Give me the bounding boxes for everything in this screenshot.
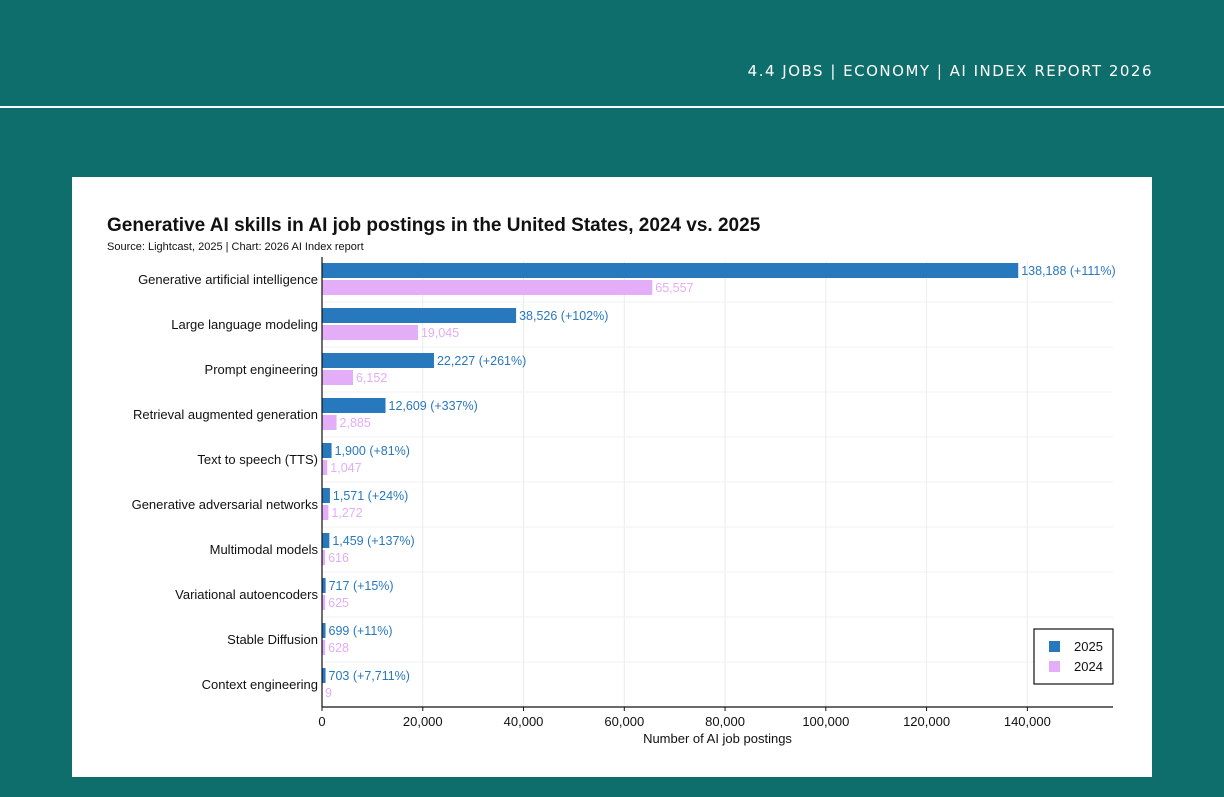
category-label: Text to speech (TTS): [197, 452, 318, 467]
category-label: Prompt engineering: [205, 362, 318, 377]
data-label-2025: 1,900 (+81%): [335, 444, 410, 458]
x-tick-label: 100,000: [802, 714, 849, 729]
data-label-2025: 1,571 (+24%): [333, 489, 408, 503]
bar-2024: [322, 640, 326, 655]
data-label-2024: 65,557: [655, 281, 693, 295]
chart-card: Generative AI skills in AI job postings …: [72, 177, 1152, 777]
bar-2024: [322, 550, 326, 565]
data-label-2024: 625: [328, 596, 349, 610]
data-label-2024: 1,272: [331, 506, 362, 520]
data-label-2024: 1,047: [330, 461, 361, 475]
report-breadcrumb: 4.4 JOBS | ECONOMY | AI INDEX REPORT 202…: [747, 62, 1153, 80]
category-label: Generative adversarial networks: [132, 497, 319, 512]
bar-2025: [322, 533, 330, 548]
category-label: Generative artificial intelligence: [138, 272, 318, 287]
legend-label: 2024: [1074, 659, 1103, 674]
category-label: Large language modeling: [171, 317, 318, 332]
category-label: Retrieval augmented generation: [133, 407, 318, 422]
data-label-2024: 2,885: [340, 416, 371, 430]
bar-2025: [322, 308, 517, 323]
data-label-2025: 138,188 (+111%): [1021, 264, 1115, 278]
bar-2024: [322, 280, 653, 295]
x-axis-label: Number of AI job postings: [643, 731, 792, 746]
bar-2025: [322, 488, 330, 503]
bar-2024: [322, 595, 326, 610]
bar-2024: [322, 505, 329, 520]
legend-swatch: [1049, 661, 1060, 672]
x-tick-label: 60,000: [604, 714, 644, 729]
x-tick-label: 140,000: [1004, 714, 1051, 729]
x-tick-label: 20,000: [403, 714, 443, 729]
x-tick-label: 120,000: [903, 714, 950, 729]
category-label: Multimodal models: [210, 542, 319, 557]
category-label: Context engineering: [202, 677, 318, 692]
bar-2025: [322, 623, 326, 638]
x-tick-label: 80,000: [705, 714, 745, 729]
x-tick-label: 0: [318, 714, 325, 729]
chart-source: Source: Lightcast, 2025 | Chart: 2026 AI…: [107, 241, 364, 253]
bar-2025: [322, 353, 434, 368]
category-label: Stable Diffusion: [227, 632, 318, 647]
header-divider: [0, 106, 1224, 108]
data-label-2024: 9: [325, 686, 332, 700]
data-label-2024: 628: [328, 641, 349, 655]
legend-swatch: [1049, 641, 1060, 652]
data-label-2025: 38,526 (+102%): [519, 309, 608, 323]
bar-2025: [322, 668, 326, 683]
bar-2025: [322, 263, 1019, 278]
data-label-2025: 699 (+11%): [329, 624, 393, 638]
data-label-2024: 6,152: [356, 371, 387, 385]
bar-2025: [322, 578, 326, 593]
bar-2025: [322, 443, 332, 458]
data-label-2024: 616: [328, 551, 349, 565]
bar-chart: 138,188 (+111%) 65,557 Generative artifici…: [132, 257, 1116, 746]
data-label-2025: 1,459 (+137%): [332, 534, 414, 548]
bar-2025: [322, 398, 386, 413]
legend-label: 2025: [1074, 639, 1103, 654]
x-tick-label: 40,000: [504, 714, 544, 729]
data-label-2025: 12,609 (+337%): [389, 399, 478, 413]
legend-box: [1033, 628, 1114, 685]
bar-2024: [322, 460, 328, 475]
bar-2024: [322, 325, 418, 340]
data-label-2024: 19,045: [421, 326, 459, 340]
chart-title: Generative AI skills in AI job postings …: [107, 215, 761, 236]
data-label-2025: 717 (+15%): [329, 579, 394, 593]
category-label: Variational autoencoders: [175, 587, 318, 602]
bar-2024: [322, 415, 337, 430]
data-label-2025: 703 (+7,711%): [329, 669, 410, 683]
data-label-2025: 22,227 (+261%): [437, 354, 526, 368]
bar-2024: [322, 370, 353, 385]
